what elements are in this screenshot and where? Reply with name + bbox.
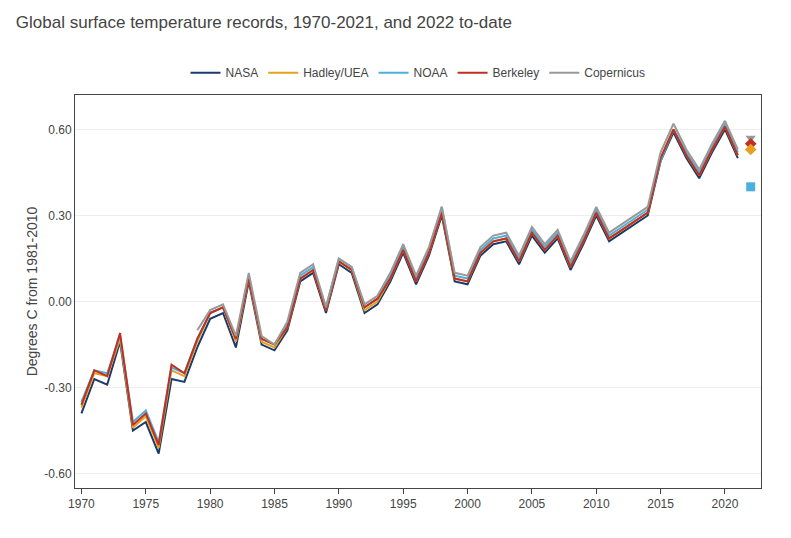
- svg-text:NASA: NASA: [226, 66, 259, 80]
- svg-text:0.00: 0.00: [48, 295, 72, 309]
- svg-text:1975: 1975: [132, 497, 159, 511]
- svg-text:Global surface temperature rec: Global surface temperature records, 1970…: [16, 13, 512, 32]
- svg-text:1970: 1970: [68, 497, 95, 511]
- svg-text:0.60: 0.60: [48, 123, 72, 137]
- svg-text:2010: 2010: [583, 497, 610, 511]
- svg-text:-0.30: -0.30: [44, 381, 72, 395]
- svg-text:1995: 1995: [390, 497, 417, 511]
- svg-text:Degrees C from 1981-2010: Degrees C from 1981-2010: [24, 206, 40, 376]
- svg-text:Hadley/UEA: Hadley/UEA: [303, 66, 368, 80]
- svg-text:1985: 1985: [261, 497, 288, 511]
- svg-text:0.30: 0.30: [48, 209, 72, 223]
- svg-text:1980: 1980: [197, 497, 224, 511]
- svg-text:Copernicus: Copernicus: [584, 66, 645, 80]
- svg-text:2000: 2000: [454, 497, 481, 511]
- svg-text:1990: 1990: [325, 497, 352, 511]
- svg-text:NOAA: NOAA: [414, 66, 448, 80]
- svg-text:2020: 2020: [712, 497, 739, 511]
- svg-text:Berkeley: Berkeley: [493, 66, 540, 80]
- svg-text:2005: 2005: [519, 497, 546, 511]
- svg-text:-0.60: -0.60: [44, 467, 72, 481]
- svg-text:2015: 2015: [647, 497, 674, 511]
